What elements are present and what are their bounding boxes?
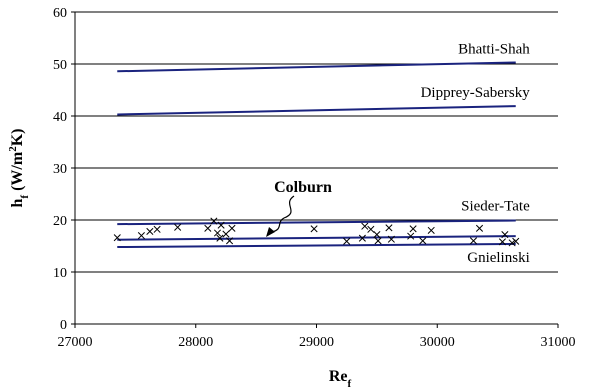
- data-point-marker: [387, 235, 395, 243]
- x-tick-label-27000: 27000: [58, 335, 93, 350]
- data-point-marker: [216, 234, 224, 242]
- data-point-marker: [204, 224, 212, 232]
- annotation-label-colburn: Colburn: [274, 179, 332, 196]
- data-point-marker: [475, 224, 484, 232]
- data-point-marker: [512, 237, 520, 245]
- data-point-marker: [374, 237, 382, 245]
- tick-labels: 0 10 20 30 40 50 60 27000 28000 29000 30000 31000: [53, 6, 576, 350]
- y-tick-label-40: 40: [53, 110, 67, 125]
- series-label-gnielinski: Gnielinski: [467, 250, 530, 266]
- series-labels: Bhatti-Shah Dipprey-Sabersky Sieder-Tate Gn…: [421, 41, 531, 265]
- series-lines: [117, 61, 516, 249]
- data-point-marker: [427, 226, 435, 234]
- data-point-marker: [358, 234, 366, 242]
- data-point-marker: [113, 234, 121, 242]
- data-point-marker: [174, 223, 182, 231]
- y-tick-label-0: 0: [60, 318, 67, 333]
- gridlines: [75, 11, 558, 273]
- data-point-marker: [373, 231, 381, 239]
- data-point-marker: [226, 237, 234, 245]
- data-point-marker: [469, 237, 478, 245]
- data-point-marker: [498, 238, 507, 246]
- series-line-gnielinski: [117, 242, 516, 249]
- data-point-marker: [137, 232, 145, 240]
- series-label-dipprey-sabersky: Dipprey-Sabersky: [421, 85, 531, 101]
- x-tick-label-31000: 31000: [541, 335, 576, 350]
- data-point-marker: [213, 229, 222, 237]
- data-point-marker: [310, 225, 318, 233]
- data-point-marker: [343, 237, 351, 245]
- annotation-arrowhead: [266, 227, 275, 237]
- series-label-bhatti-shah: Bhatti-Shah: [458, 41, 530, 57]
- series-line-bhatti-shah: [117, 61, 516, 73]
- y-tick-label-50: 50: [53, 58, 67, 73]
- data-point-marker: [407, 232, 415, 240]
- data-point-marker: [146, 227, 154, 235]
- data-point-marker: [501, 231, 509, 239]
- x-axis-title: Ref: [329, 368, 352, 387]
- data-point-marker: [409, 225, 417, 233]
- data-point-marker: [361, 222, 369, 230]
- y-axis-title: hf (W/m2K): [7, 129, 31, 208]
- data-point-marker: [153, 225, 161, 233]
- y-tick-label-10: 10: [53, 266, 67, 281]
- colburn-annotation: Colburn: [266, 179, 332, 237]
- y-tick-label-60: 60: [53, 6, 67, 21]
- series-line-dipprey-sabersky: [117, 105, 516, 116]
- y-tick-label-30: 30: [53, 162, 67, 177]
- data-point-marker: [210, 217, 218, 225]
- x-tick-label-29000: 29000: [299, 335, 334, 350]
- data-point-marker: [217, 221, 225, 229]
- data-point-marker: [222, 230, 230, 238]
- series-label-sieder-tate: Sieder-Tate: [461, 199, 530, 215]
- data-point-marker: [228, 224, 236, 232]
- data-point-marker: [385, 224, 393, 232]
- series-line-sieder-tate: [117, 219, 516, 226]
- annotation-arrow-line: [270, 195, 295, 233]
- data-point-marker: [367, 225, 375, 233]
- axes: [71, 11, 559, 328]
- x-tick-label-28000: 28000: [178, 335, 213, 350]
- data-point-marker: [508, 239, 516, 247]
- y-tick-label-20: 20: [53, 214, 67, 229]
- x-tick-label-30000: 30000: [420, 335, 455, 350]
- experimental-markers: [113, 217, 520, 247]
- series-line-colburn: [117, 235, 516, 241]
- data-point-marker: [419, 237, 427, 245]
